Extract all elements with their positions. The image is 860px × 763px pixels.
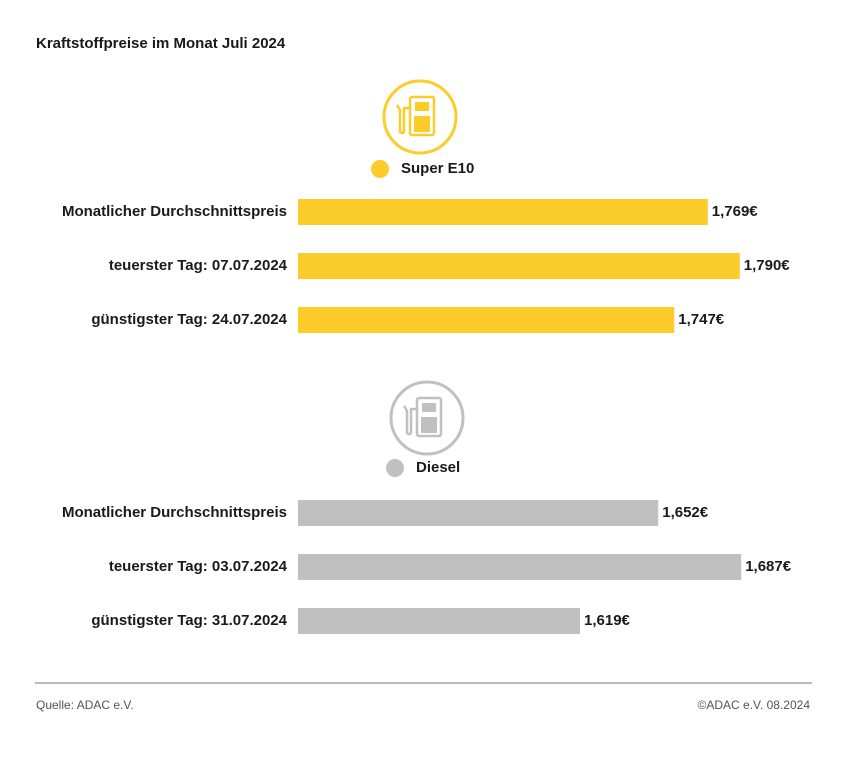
value-label: 1,769€ (712, 203, 759, 220)
legend-marker (386, 459, 404, 477)
category-label: günstigster Tag: 24.07.2024 (91, 311, 287, 328)
title: Kraftstoffpreise im Monat Juli 2024 (36, 35, 286, 52)
bar (298, 608, 581, 634)
category-label: Monatlicher Durchschnittspreis (62, 203, 287, 220)
category-label: teuerster Tag: 03.07.2024 (109, 558, 288, 575)
legend-marker (371, 160, 389, 178)
value-label: 1,747€ (678, 311, 725, 328)
bar (298, 253, 740, 279)
category-label: Monatlicher Durchschnittspreis (62, 504, 287, 521)
value-label: 1,790€ (744, 257, 791, 274)
copyright: ©ADAC e.V. 08.2024 (698, 698, 811, 712)
bar (298, 554, 742, 580)
legend-label: Super E10 (401, 160, 474, 177)
value-label: 1,652€ (662, 504, 709, 521)
value-label: 1,619€ (584, 612, 631, 629)
pump-icon (389, 380, 465, 456)
bar (298, 199, 708, 225)
pump-icon (382, 79, 458, 155)
value-label: 1,687€ (745, 558, 792, 575)
category-label: günstigster Tag: 31.07.2024 (91, 612, 287, 629)
bar (298, 500, 659, 526)
source: Quelle: ADAC e.V. (36, 698, 134, 712)
bar (298, 307, 675, 333)
category-label: teuerster Tag: 07.07.2024 (109, 257, 288, 274)
legend-label: Diesel (416, 459, 460, 476)
